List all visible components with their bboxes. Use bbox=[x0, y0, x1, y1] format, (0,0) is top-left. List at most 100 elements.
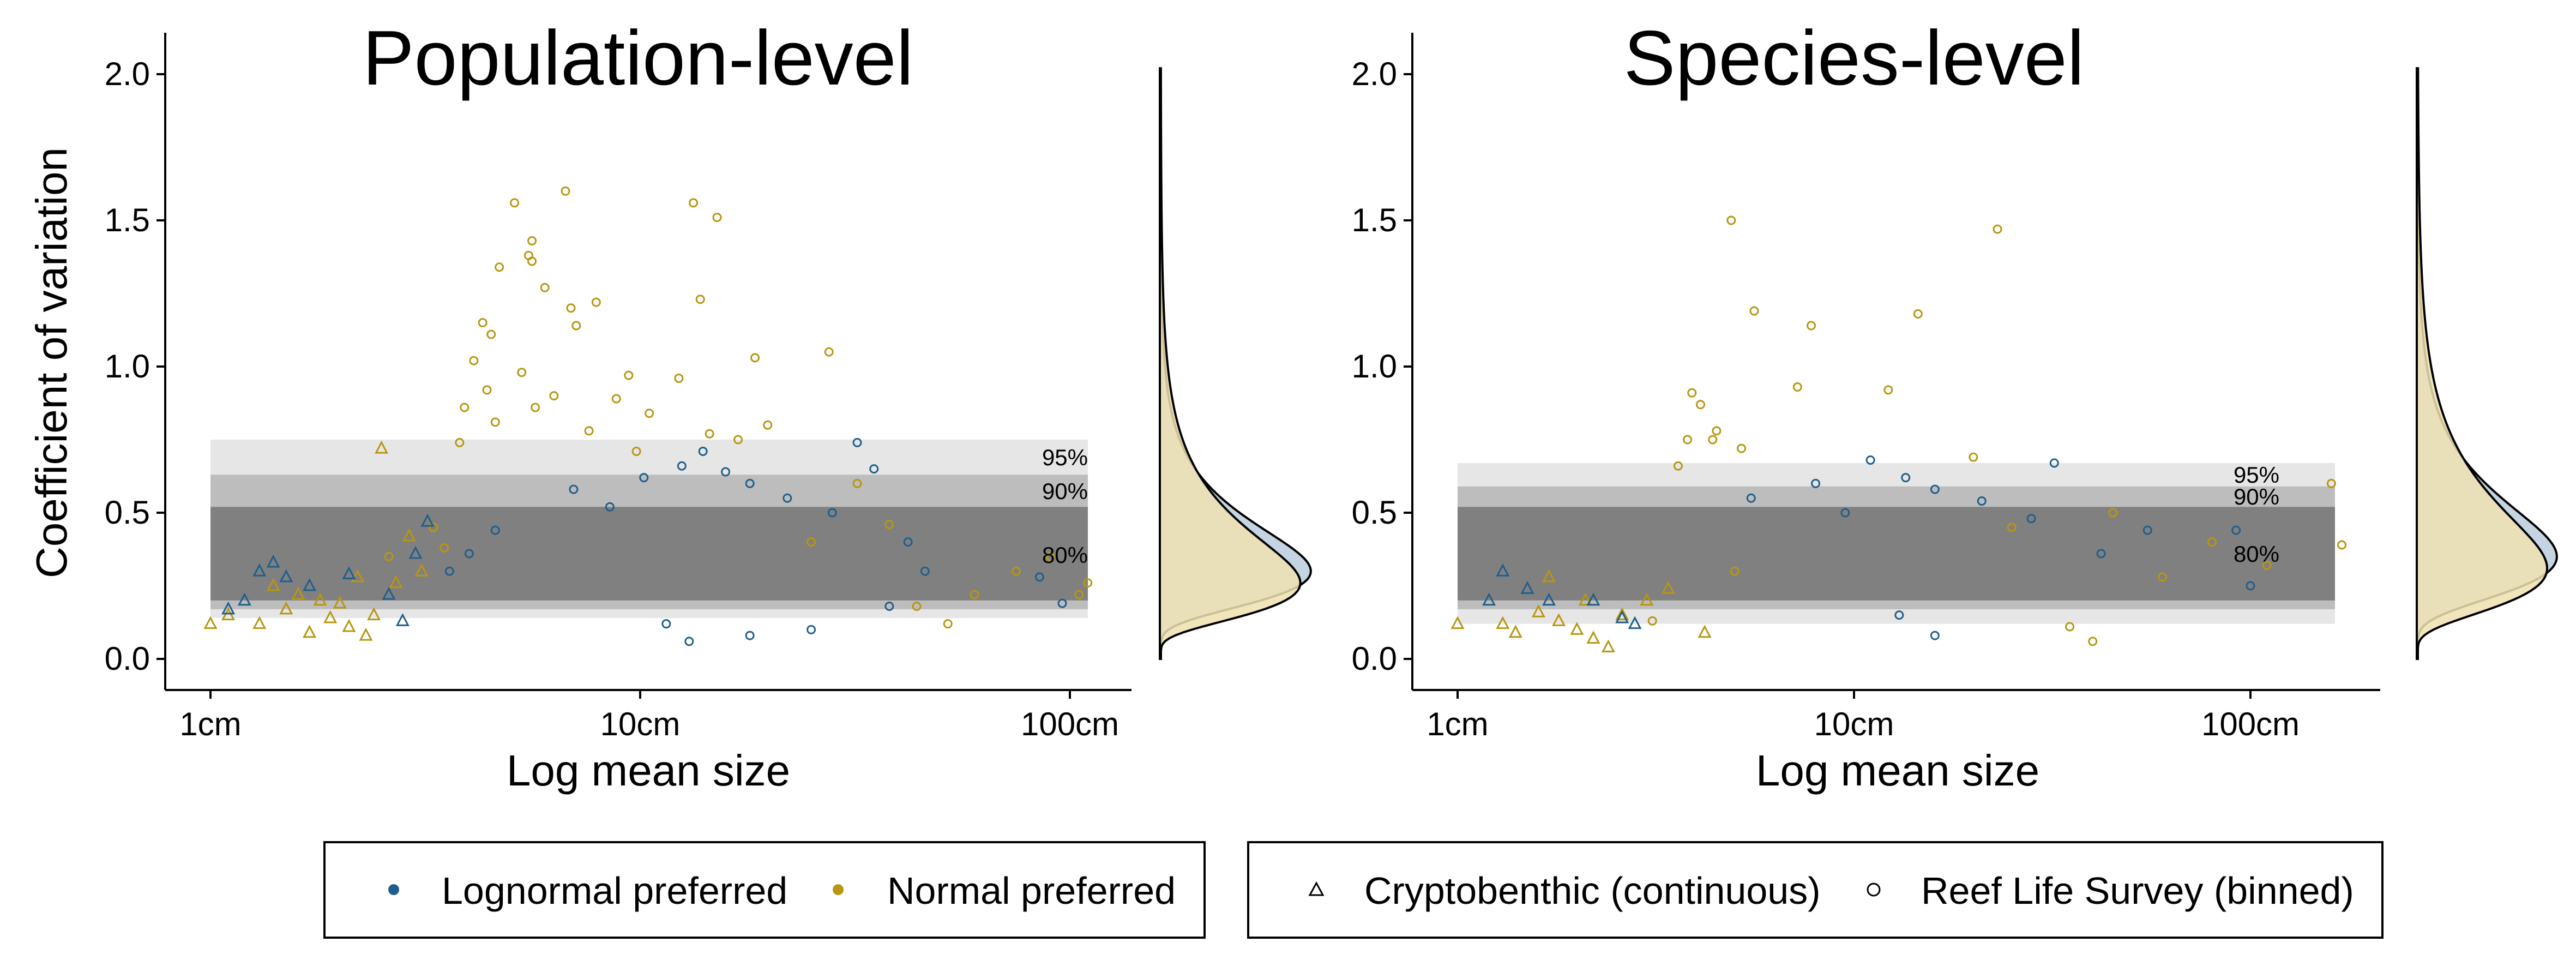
band-label-80: 80% bbox=[2234, 541, 2279, 567]
legend-shape-box bbox=[1247, 841, 2384, 939]
data-point-circle bbox=[763, 420, 773, 430]
data-point-circle bbox=[2142, 525, 2152, 535]
data-point-circle bbox=[605, 502, 615, 512]
data-point-triangle bbox=[1496, 563, 1510, 577]
data-point-triangle bbox=[1601, 639, 1615, 653]
data-point-circle bbox=[455, 437, 465, 447]
data-point-circle bbox=[1792, 382, 1802, 392]
data-point-circle bbox=[429, 523, 438, 532]
data-point-circle bbox=[482, 385, 492, 395]
data-point-triangle bbox=[1450, 616, 1465, 629]
data-point-triangle bbox=[1552, 613, 1566, 626]
data-point-circle bbox=[584, 426, 594, 436]
data-point-triangle bbox=[1640, 592, 1654, 606]
data-point-triangle bbox=[1570, 622, 1584, 635]
data-point-circle bbox=[486, 329, 496, 339]
data-point-triangle bbox=[1496, 616, 1510, 629]
x-tick-label: 10cm bbox=[600, 706, 681, 742]
data-point-circle bbox=[824, 347, 834, 357]
data-point-triangle bbox=[351, 569, 365, 583]
data-point-triangle bbox=[1520, 581, 1534, 594]
x-tick-label: 10cm bbox=[1814, 706, 1894, 742]
data-point-circle bbox=[495, 262, 504, 272]
data-point-circle bbox=[1673, 461, 1683, 471]
data-point-circle bbox=[611, 394, 621, 404]
data-point-circle bbox=[2246, 581, 2255, 591]
legend-label-lognormal: Lognormal preferred bbox=[442, 869, 787, 912]
data-point-circle bbox=[2326, 478, 2336, 488]
data-point-circle bbox=[1840, 508, 1850, 518]
y-axis-label: Coefficient of variation bbox=[27, 147, 76, 578]
data-point-triangle bbox=[237, 592, 251, 606]
data-point-circle bbox=[705, 429, 714, 439]
x-tick-label: 100cm bbox=[1021, 706, 1119, 742]
density-species bbox=[2416, 67, 2558, 660]
x-tick-label: 100cm bbox=[2201, 706, 2300, 742]
data-point-circle bbox=[733, 435, 743, 445]
y-tick-label: 0.0 bbox=[1352, 640, 1397, 677]
data-point-circle bbox=[639, 473, 649, 483]
data-point-triangle bbox=[342, 619, 356, 632]
data-point-triangle bbox=[1542, 569, 1556, 583]
data-point-circle bbox=[1894, 610, 1904, 620]
data-point-triangle bbox=[1578, 592, 1592, 606]
data-point-circle bbox=[1737, 443, 1747, 453]
data-point-circle bbox=[1977, 496, 1987, 506]
data-point-triangle bbox=[279, 601, 293, 615]
data-point-triangle bbox=[1615, 610, 1629, 623]
data-point-circle bbox=[1695, 400, 1705, 410]
band-80pct bbox=[210, 507, 1088, 601]
x-axis-label-species: Log mean size bbox=[1756, 746, 2039, 795]
legend-dot-lognormal bbox=[388, 884, 399, 895]
data-point-circle bbox=[1865, 455, 1875, 465]
legend-label-rls: Reef Life Survey (binned) bbox=[1921, 869, 2354, 912]
data-point-circle bbox=[869, 464, 879, 474]
data-point-triangle bbox=[1482, 592, 1496, 606]
points-species bbox=[1450, 215, 2347, 653]
x-ticks-species: 1cm 10cm 100cm bbox=[1427, 690, 2300, 742]
data-point-circle bbox=[852, 437, 862, 447]
data-point-circle bbox=[674, 373, 684, 383]
data-point-triangle bbox=[303, 578, 317, 591]
data-point-triangle bbox=[382, 586, 396, 600]
data-point-circle bbox=[806, 625, 816, 634]
data-point-circle bbox=[1083, 578, 1093, 588]
y-tick-label: 2.0 bbox=[1352, 56, 1397, 92]
data-point-circle bbox=[745, 478, 755, 488]
data-point-triangle bbox=[402, 528, 416, 542]
data-point-circle bbox=[884, 519, 894, 529]
data-point-circle bbox=[645, 409, 654, 418]
bands-population bbox=[210, 440, 1088, 618]
data-point-circle bbox=[527, 256, 537, 266]
data-point-circle bbox=[1074, 590, 1084, 599]
data-point-circle bbox=[1045, 551, 1055, 561]
data-point-circle bbox=[677, 461, 687, 471]
data-point-circle bbox=[591, 297, 601, 307]
data-point-circle bbox=[903, 537, 913, 547]
data-point-circle bbox=[2158, 572, 2168, 582]
data-point-circle bbox=[540, 283, 550, 292]
data-point-triangle bbox=[1508, 625, 1522, 638]
density-curve-normal bbox=[1159, 67, 1302, 660]
data-point-triangle bbox=[414, 563, 429, 577]
data-point-circle bbox=[1647, 616, 1657, 626]
data-point-circle bbox=[527, 236, 537, 246]
x-ticks-population: 1cm 10cm 100cm bbox=[179, 690, 1119, 742]
data-point-triangle bbox=[252, 563, 267, 577]
data-point-circle bbox=[783, 493, 792, 503]
data-point-circle bbox=[1811, 478, 1821, 488]
density-curve-normal bbox=[2416, 67, 2549, 660]
data-point-triangle bbox=[1531, 604, 1545, 617]
chart-title-population: Population-level bbox=[363, 15, 913, 101]
y-tick-label: 0.5 bbox=[105, 494, 150, 531]
data-point-circle bbox=[943, 619, 953, 629]
data-point-circle bbox=[1746, 493, 1756, 503]
data-point-circle bbox=[478, 318, 487, 328]
data-point-circle bbox=[460, 403, 470, 412]
data-point-triangle bbox=[291, 586, 305, 600]
legend-label-cryptobenthic: Cryptobenthic (continuous) bbox=[1364, 869, 1821, 912]
data-point-circle bbox=[2088, 637, 2098, 646]
data-point-circle bbox=[1034, 572, 1044, 582]
data-point-circle bbox=[1057, 598, 1067, 608]
